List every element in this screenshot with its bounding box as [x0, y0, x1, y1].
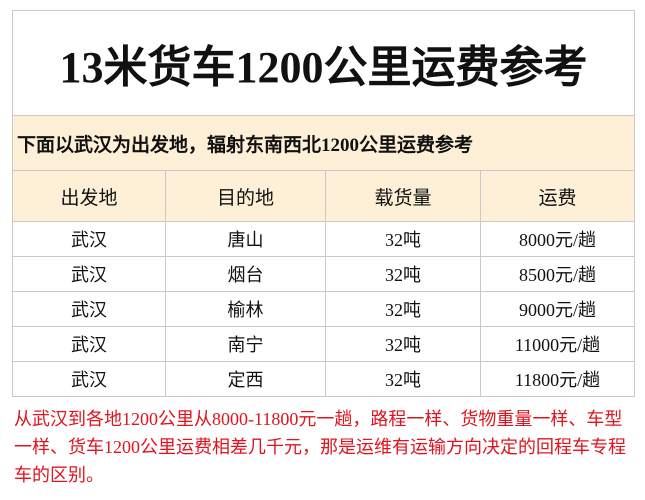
column-header: 目的地 [165, 170, 326, 222]
title: 13米货车1200公里运费参考 [12, 10, 635, 116]
table-row: 武汉 唐山 32吨 8000元/趟 [12, 221, 635, 257]
table-body: 13米货车1200公里运费参考 下面以武汉为出发地，辐射东南西北1200公里运费… [12, 10, 635, 397]
table-cell: 榆林 [165, 291, 326, 327]
infographic: 13米货车1200公里运费参考 下面以武汉为出发地，辐射东南西北1200公里运费… [12, 10, 635, 489]
table-cell: 9000元/趟 [480, 291, 635, 327]
note: 从武汉到各地1200公里从8000-11800元一趟，路程一样、货物重量一样、车… [14, 409, 626, 485]
table-row: 武汉 烟台 32吨 8500元/趟 [12, 256, 635, 292]
column-header: 载货量 [325, 170, 481, 222]
table-cell: 8000元/趟 [480, 221, 635, 257]
table-cell: 武汉 [12, 291, 166, 327]
table-row: 武汉 南宁 32吨 11000元/趟 [12, 326, 635, 362]
table-cell: 32吨 [325, 291, 481, 327]
table-cell: 8500元/趟 [480, 256, 635, 292]
table-cell: 32吨 [325, 221, 481, 257]
table-cell: 武汉 [12, 361, 166, 397]
table-cell: 32吨 [325, 326, 481, 362]
header-row: 出发地 目的地 载货量 运费 [12, 170, 635, 222]
table-cell: 32吨 [325, 361, 481, 397]
table-cell: 烟台 [165, 256, 326, 292]
table-cell: 南宁 [165, 326, 326, 362]
table-row: 武汉 榆林 32吨 9000元/趟 [12, 291, 635, 327]
table-cell: 武汉 [12, 326, 166, 362]
table-cell: 武汉 [12, 256, 166, 292]
column-header: 出发地 [12, 170, 166, 222]
table-cell: 武汉 [12, 221, 166, 257]
table-cell: 唐山 [165, 221, 326, 257]
table-cell: 11000元/趟 [480, 326, 635, 362]
freight-table: 13米货车1200公里运费参考 下面以武汉为出发地，辐射东南西北1200公里运费… [12, 10, 635, 397]
column-header: 运费 [480, 170, 635, 222]
table-cell: 定西 [165, 361, 326, 397]
table-cell: 32吨 [325, 256, 481, 292]
table-row: 武汉 定西 32吨 11800元/趟 [12, 361, 635, 397]
table-cell: 11800元/趟 [480, 361, 635, 397]
subtitle: 下面以武汉为出发地，辐射东南西北1200公里运费参考 [12, 115, 635, 171]
